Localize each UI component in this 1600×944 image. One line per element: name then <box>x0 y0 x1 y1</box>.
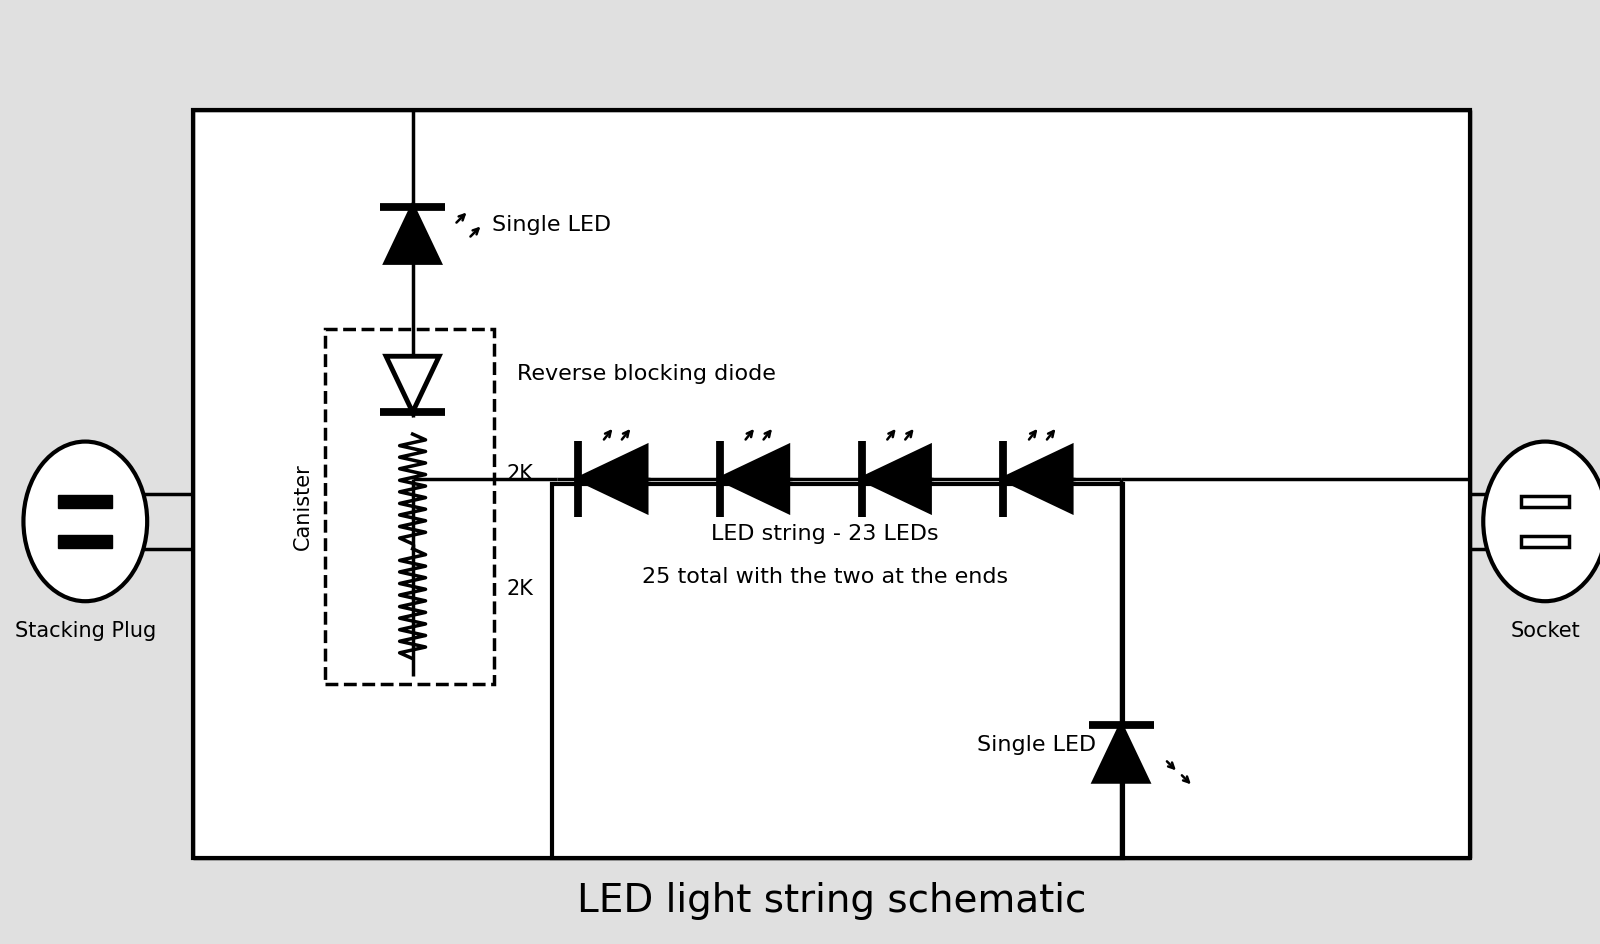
Ellipse shape <box>1483 442 1600 601</box>
Bar <box>58 535 112 548</box>
Polygon shape <box>720 447 787 512</box>
Polygon shape <box>1003 447 1070 512</box>
Text: Single LED: Single LED <box>978 735 1096 755</box>
Text: 25 total with the two at the ends: 25 total with the two at the ends <box>642 566 1008 587</box>
Bar <box>325 329 494 683</box>
Polygon shape <box>1094 725 1147 782</box>
Text: Canister: Canister <box>293 464 314 549</box>
Text: 2K: 2K <box>506 464 533 484</box>
Bar <box>1522 496 1570 507</box>
Text: Socket: Socket <box>1510 621 1579 641</box>
Bar <box>58 495 112 508</box>
Bar <box>194 110 1470 858</box>
Text: 2K: 2K <box>506 579 533 598</box>
Bar <box>552 484 1123 858</box>
Polygon shape <box>386 207 438 262</box>
Polygon shape <box>862 447 930 512</box>
Text: Stacking Plug: Stacking Plug <box>14 621 155 641</box>
Text: LED string - 23 LEDs: LED string - 23 LEDs <box>710 524 939 544</box>
Bar <box>1522 536 1570 547</box>
Text: LED light string schematic: LED light string schematic <box>578 882 1086 920</box>
Text: Single LED: Single LED <box>493 214 611 234</box>
Polygon shape <box>386 356 438 413</box>
Ellipse shape <box>24 442 147 601</box>
Polygon shape <box>578 447 646 512</box>
Text: Reverse blocking diode: Reverse blocking diode <box>517 364 776 384</box>
